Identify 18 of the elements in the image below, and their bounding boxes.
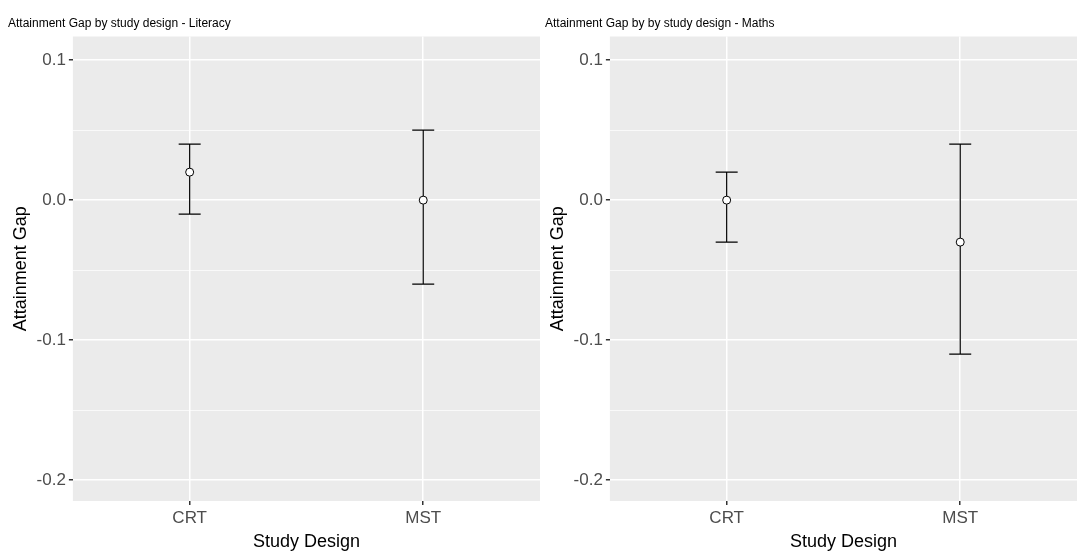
x-tick-label: CRT	[709, 507, 744, 527]
y-tick-label: -0.2	[573, 469, 603, 489]
chart-title: Attainment Gap by by study design - Maths	[545, 15, 775, 30]
x-tick-label: MST	[405, 507, 442, 527]
y-axis-title: Attainment Gap	[546, 206, 567, 332]
y-tick-label: -0.1	[36, 329, 66, 349]
y-tick-label: 0.1	[42, 49, 66, 69]
x-tick-label: CRT	[172, 507, 207, 527]
y-tick-label: -0.2	[36, 469, 66, 489]
x-axis-title: Study Design	[252, 531, 360, 552]
y-tick-label: 0.0	[579, 189, 603, 209]
y-tick-label: 0.1	[579, 49, 603, 69]
y-tick-label: 0.0	[42, 189, 66, 209]
x-axis-title: Study Design	[789, 531, 897, 552]
y-axis-title: Attainment Gap	[9, 206, 30, 332]
x-tick-label: MST	[942, 507, 979, 527]
y-tick-label: -0.1	[573, 329, 603, 349]
chart-title: Attainment Gap by study design - Literacy	[8, 15, 231, 30]
